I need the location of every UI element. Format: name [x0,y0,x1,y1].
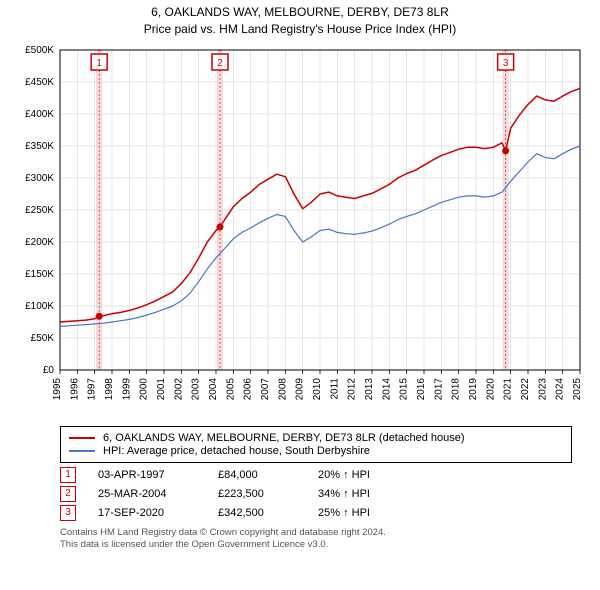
svg-text:2009: 2009 [295,377,306,400]
svg-text:2015: 2015 [399,377,410,400]
events-table: 1 03-APR-1997 £84,000 20% ↑ HPI 2 25-MAR… [60,467,572,521]
svg-text:2006: 2006 [243,377,254,400]
event-price: £223,500 [218,488,318,500]
svg-text:£500K: £500K [25,45,54,56]
title-line-2: Price paid vs. HM Land Registry's House … [0,21,600,38]
event-delta: 34% ↑ HPI [318,488,370,500]
svg-text:2021: 2021 [503,377,514,400]
event-badge: 1 [60,467,76,483]
svg-text:2024: 2024 [555,377,566,400]
svg-text:2: 2 [217,58,223,69]
legend-label: HPI: Average price, detached house, Sout… [103,445,370,457]
legend-item: 6, OAKLANDS WAY, MELBOURNE, DERBY, DE73 … [69,432,563,444]
svg-text:£350K: £350K [25,141,54,152]
event-price: £84,000 [218,469,318,481]
svg-text:2017: 2017 [433,377,444,400]
svg-text:2022: 2022 [520,377,531,400]
footer: Contains HM Land Registry data © Crown c… [60,527,572,552]
line-chart-svg: £0 £50K £100K £150K £200K £250K £300K £350K £400… [0,40,600,420]
event-date: 25-MAR-2004 [98,488,218,500]
event-delta: 20% ↑ HPI [318,469,370,481]
legend-label: 6, OAKLANDS WAY, MELBOURNE, DERBY, DE73 … [103,432,465,444]
svg-text:£100K: £100K [25,301,54,312]
svg-text:1: 1 [96,58,102,69]
svg-text:£400K: £400K [25,109,54,120]
event-row: 1 03-APR-1997 £84,000 20% ↑ HPI [60,467,572,483]
svg-text:1998: 1998 [104,377,115,400]
event-date: 17-SEP-2020 [98,507,218,519]
svg-text:£50K: £50K [31,333,55,344]
svg-text:2002: 2002 [173,377,184,400]
event-delta: 25% ↑ HPI [318,507,370,519]
legend-swatch [69,450,95,452]
svg-text:2019: 2019 [468,377,479,400]
svg-text:2007: 2007 [260,377,271,400]
svg-text:1995: 1995 [52,377,63,400]
legend-swatch [69,437,95,439]
svg-text:2005: 2005 [225,377,236,400]
svg-text:2023: 2023 [537,377,548,400]
svg-text:2000: 2000 [139,377,150,400]
svg-text:2016: 2016 [416,377,427,400]
svg-text:2010: 2010 [312,377,323,400]
svg-text:£450K: £450K [25,77,54,88]
svg-text:2011: 2011 [329,377,340,399]
svg-text:£150K: £150K [25,269,54,280]
svg-text:2025: 2025 [572,377,583,400]
svg-text:2014: 2014 [381,377,392,400]
event-date: 03-APR-1997 [98,469,218,481]
chart-title-block: 6, OAKLANDS WAY, MELBOURNE, DERBY, DE73 … [0,0,600,40]
title-line-1: 6, OAKLANDS WAY, MELBOURNE, DERBY, DE73 … [0,4,600,21]
footer-line-1: Contains HM Land Registry data © Crown c… [60,527,572,539]
footer-line-2: This data is licensed under the Open Gov… [60,539,572,551]
chart-area: £0 £50K £100K £150K £200K £250K £300K £350K £400… [0,40,600,420]
legend: 6, OAKLANDS WAY, MELBOURNE, DERBY, DE73 … [60,426,572,463]
legend-item: HPI: Average price, detached house, Sout… [69,445,563,457]
svg-text:2001: 2001 [156,377,167,400]
svg-text:1996: 1996 [69,377,80,400]
svg-text:2013: 2013 [364,377,375,400]
svg-text:2003: 2003 [191,377,202,400]
svg-text:£200K: £200K [25,237,54,248]
svg-text:£300K: £300K [25,173,54,184]
svg-text:2018: 2018 [451,377,462,400]
event-price: £342,500 [218,507,318,519]
svg-text:£250K: £250K [25,205,54,216]
event-badge: 3 [60,505,76,521]
svg-text:1999: 1999 [121,377,132,400]
event-row: 3 17-SEP-2020 £342,500 25% ↑ HPI [60,505,572,521]
svg-text:3: 3 [503,58,509,69]
svg-text:2020: 2020 [485,377,496,400]
event-badge: 2 [60,486,76,502]
svg-text:£0: £0 [43,365,55,376]
svg-text:1997: 1997 [87,377,98,400]
svg-text:2004: 2004 [208,377,219,400]
svg-text:2008: 2008 [277,377,288,400]
event-row: 2 25-MAR-2004 £223,500 34% ↑ HPI [60,486,572,502]
svg-text:2012: 2012 [347,377,358,400]
